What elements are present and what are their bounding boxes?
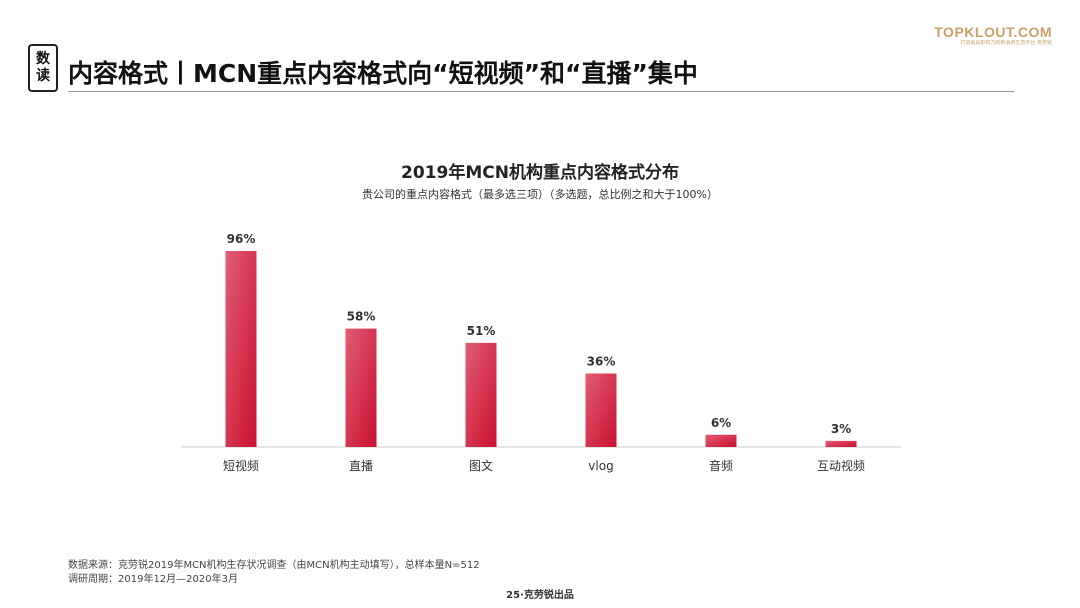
bar-value-label: 51% <box>467 324 496 338</box>
bar-value-label: 58% <box>347 310 376 324</box>
x-tick-label: 直播 <box>349 459 373 473</box>
x-tick-label: vlog <box>588 459 613 473</box>
section-badge: 数 读 <box>28 44 58 92</box>
bar-2 <box>465 342 497 447</box>
page-title: 内容格式丨MCN重点内容格式向“短视频”和“直播”集中 <box>68 59 698 88</box>
bar-4 <box>705 434 737 447</box>
x-tick-label: 图文 <box>469 458 493 473</box>
chart-title: 2019年MCN机构重点内容格式分布 <box>401 163 679 183</box>
bar-value-label: 96% <box>227 232 256 246</box>
page-footer: 25·克劳锐出品 <box>506 590 574 601</box>
bar-3 <box>585 373 617 447</box>
bar-5 <box>825 440 857 447</box>
x-tick-label: 音频 <box>709 458 733 473</box>
bar-value-label: 36% <box>587 355 616 369</box>
badge-char-1: 数 <box>36 51 50 67</box>
brand-logo: TOPKLOUT.COM 打造最具影响力的新消费生态平台 克劳锐 <box>928 24 1052 47</box>
title-divider <box>68 91 1014 92</box>
x-tick-label: 互动视频 <box>817 458 865 473</box>
data-source-note: 数据来源：克劳锐2019年MCN机构生存状况调查（由MCN机构主动填写），总样本… <box>68 560 480 571</box>
brand-name: TOPKLOUT.COM <box>934 24 1052 40</box>
bar-value-label: 6% <box>711 416 731 430</box>
x-tick-label: 短视频 <box>223 458 259 473</box>
bar-0 <box>225 251 257 447</box>
survey-period-note: 调研周期：2019年12月—2020年3月 <box>68 574 238 585</box>
badge-char-2: 读 <box>36 68 50 84</box>
brand-tagline: 打造最具影响力的新消费生态平台 克劳锐 <box>960 40 1052 46</box>
chart-subtitle: 贵公司的重点内容格式（最多选三项）（多选题，总比例之和大于100%） <box>362 188 718 201</box>
bar-1 <box>345 328 377 447</box>
bar-value-label: 3% <box>831 422 851 436</box>
